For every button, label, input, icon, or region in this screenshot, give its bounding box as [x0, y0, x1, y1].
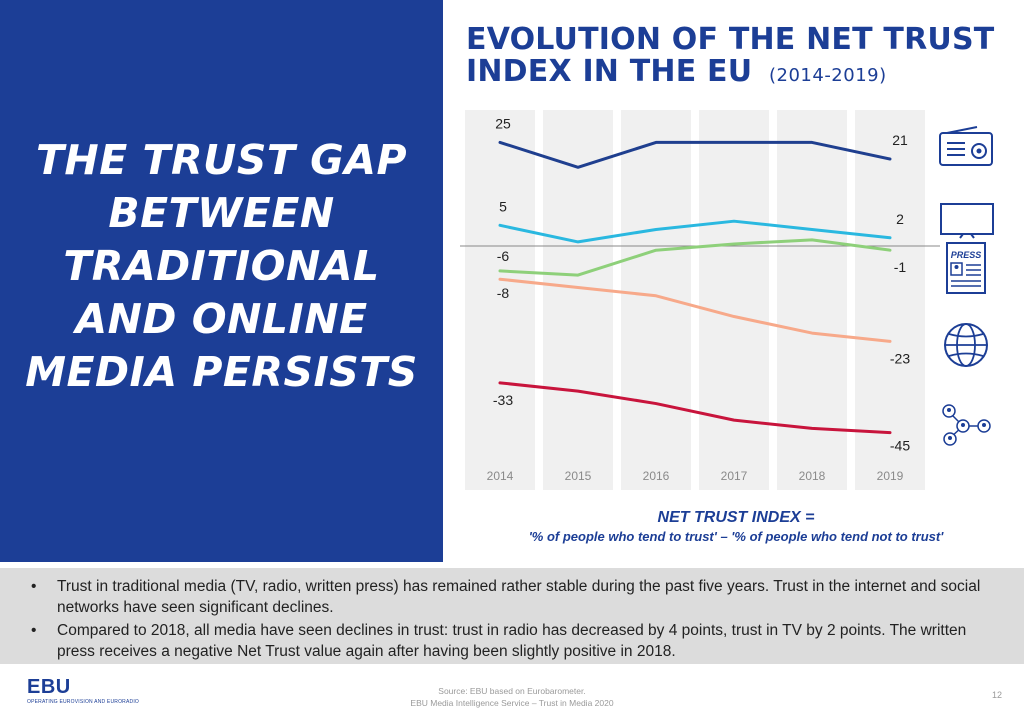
- logo-tagline: OPERATING EUROVISION AND EURORADIO: [27, 699, 140, 705]
- series-line-internet: [498, 277, 892, 343]
- ebu-logo: EBU OPERATING EUROVISION AND EURORADIO: [27, 676, 139, 706]
- net-trust-definition: NET TRUST INDEX = '% of people who tend …: [448, 508, 1024, 546]
- end-data-label: -23: [890, 350, 910, 366]
- start-data-label: 5: [499, 198, 507, 214]
- logo-text: EBU: [27, 676, 71, 698]
- end-data-label: 21: [892, 132, 908, 148]
- source-line-1: Source: EBU based on Eurobarometer.: [438, 686, 586, 696]
- start-data-label: 25: [495, 115, 511, 131]
- definition-title: NET TRUST INDEX =: [657, 509, 815, 526]
- start-data-label: -6: [497, 248, 510, 264]
- social-network-icon: [942, 404, 991, 446]
- x-tick-label: 2018: [799, 469, 826, 483]
- series-line-radio: [498, 140, 892, 169]
- bullet-item: Compared to 2018, all media have seen de…: [31, 620, 994, 662]
- year-column: [465, 110, 535, 490]
- year-column: [777, 110, 847, 490]
- slide-headline: THE TRUST GAP BETWEEN TRADITIONAL AND ON…: [25, 135, 418, 396]
- end-data-label: -1: [894, 259, 907, 275]
- chart-title: EVOLUTION OF THE NET TRUST INDEX IN THE …: [466, 24, 1006, 92]
- x-tick-label: 2019: [877, 469, 904, 483]
- press-badge-text: PRESS: [951, 250, 982, 260]
- chart-subtitle: (2014-2019): [768, 65, 887, 86]
- definition-formula: '% of people who tend to trust' – '% of …: [528, 529, 944, 544]
- globe-icon: [944, 323, 988, 367]
- end-data-label: 2: [896, 211, 904, 227]
- summary-bullets: Trust in traditional media (TV, radio, w…: [0, 568, 1024, 664]
- x-tick-label: 2014: [487, 469, 514, 483]
- source-note: Source: EBU based on Eurobarometer. EBU …: [300, 685, 724, 709]
- start-data-label: -8: [497, 285, 510, 301]
- year-column: [699, 110, 769, 490]
- end-data-label: -45: [890, 438, 910, 454]
- bullet-item: Trust in traditional media (TV, radio, w…: [31, 576, 994, 618]
- year-column: [855, 110, 925, 490]
- series-line-press: [498, 238, 892, 277]
- title-panel: THE TRUST GAP BETWEEN TRADITIONAL AND ON…: [0, 0, 443, 562]
- series-line-social: [498, 381, 892, 435]
- x-tick-label: 2015: [565, 469, 592, 483]
- chart-title-text: EVOLUTION OF THE NET TRUST INDEX IN THE …: [466, 22, 995, 89]
- radio-icon: [939, 126, 993, 166]
- series-line-tv: [498, 219, 892, 244]
- tv-icon: [940, 203, 994, 239]
- year-column: [543, 110, 613, 490]
- bullet-list: Trust in traditional media (TV, radio, w…: [0, 568, 1024, 662]
- x-tick-label: 2016: [643, 469, 670, 483]
- press-icon: PRESS: [946, 242, 986, 294]
- year-column: [621, 110, 691, 490]
- x-tick-label: 2017: [721, 469, 748, 483]
- start-data-label: -33: [493, 392, 513, 408]
- source-line-2: EBU Media Intelligence Service – Trust i…: [410, 698, 614, 708]
- page-number: 12: [992, 690, 1003, 700]
